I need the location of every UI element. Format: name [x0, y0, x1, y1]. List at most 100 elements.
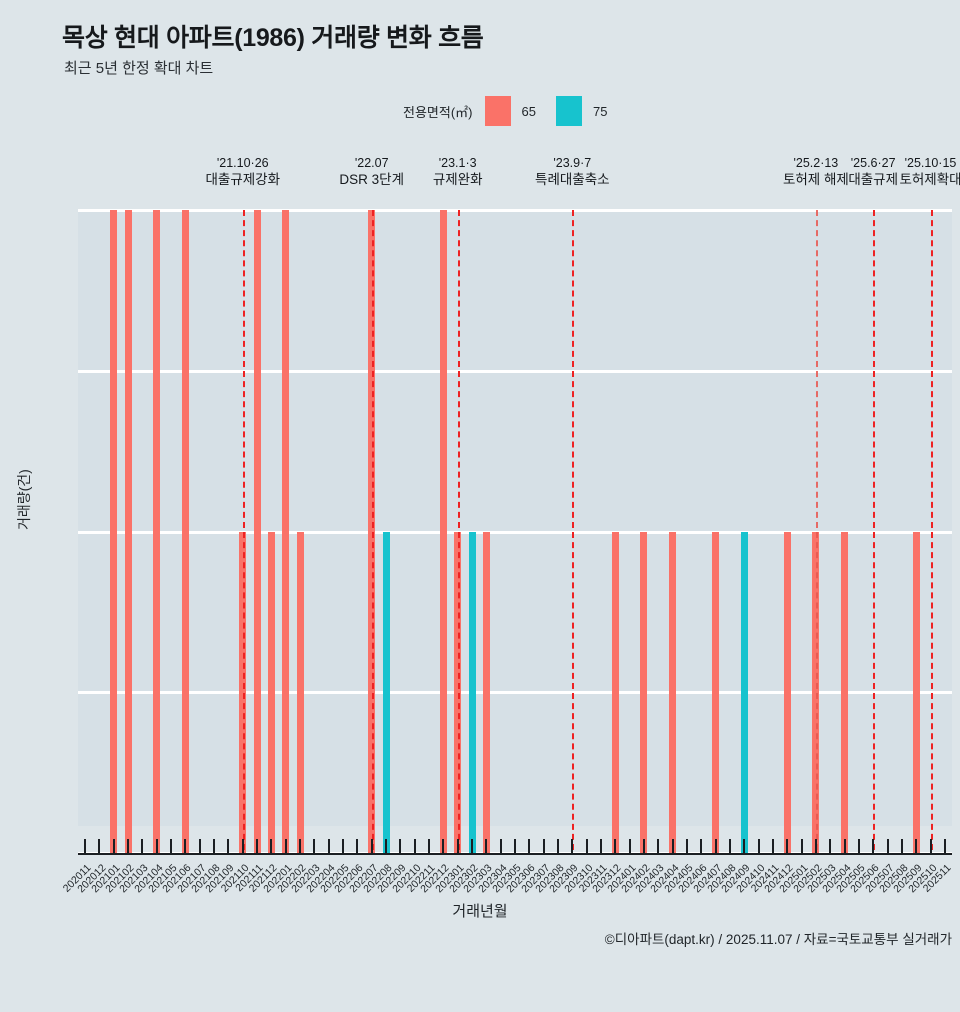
- annotation-label: '22.07 DSR 3단계: [339, 156, 404, 189]
- legend-swatch-65: [484, 96, 511, 126]
- gridline: [78, 530, 952, 534]
- bar: [382, 531, 390, 853]
- annotation-label: '25.2·13 토허제 해제: [783, 156, 849, 189]
- annotation-line: [242, 210, 245, 850]
- legend-label-65: 65: [521, 103, 536, 119]
- x-tick: [127, 839, 130, 853]
- x-tick: [857, 839, 860, 853]
- x-tick: [714, 839, 717, 853]
- bar: [282, 210, 290, 853]
- x-tick: [442, 839, 445, 853]
- annotation-line: [371, 210, 374, 850]
- x-tick: [900, 839, 903, 853]
- x-tick: [642, 839, 645, 853]
- x-tick: [155, 839, 158, 853]
- x-tick: [213, 839, 216, 853]
- x-tick: [556, 839, 559, 853]
- annotation-text: DSR 3단계: [339, 172, 405, 187]
- annotation-text: 규제완화: [432, 172, 483, 187]
- x-tick: [499, 839, 502, 853]
- x-tick: [843, 839, 846, 853]
- x-tick: [542, 839, 545, 853]
- x-tick: [456, 839, 459, 853]
- annotation-line: [815, 210, 818, 850]
- bar: [482, 531, 490, 853]
- x-tick: [728, 839, 731, 853]
- x-tick: [771, 839, 774, 853]
- x-tick: [614, 839, 617, 853]
- x-tick: [428, 839, 431, 853]
- x-tick: [399, 839, 402, 853]
- bar: [740, 531, 748, 853]
- plot-background: [78, 210, 952, 826]
- gridline: [78, 691, 952, 695]
- bar: [669, 531, 677, 853]
- bar: [783, 531, 791, 853]
- footer-credit: ©디아파트(dapt.kr) / 2025.11.07 / 자료=국토교통부 실…: [604, 932, 952, 947]
- x-tick: [599, 839, 602, 853]
- annotation-label: '23.1·3 규제완화: [433, 156, 483, 189]
- x-tick: [170, 839, 173, 853]
- annotation-date: '21.10·26: [216, 156, 269, 170]
- y-axis-title: 거래량(건): [16, 469, 32, 530]
- bar: [611, 531, 619, 853]
- annotation-label: '21.10·26 대출규제강화: [206, 156, 281, 189]
- x-tick: [284, 839, 287, 853]
- x-axis-title: 거래년월: [452, 903, 508, 920]
- annotation-line: [572, 210, 575, 850]
- x-tick: [313, 839, 316, 853]
- x-tick: [141, 839, 144, 853]
- x-tick: [943, 839, 946, 853]
- x-tick: [700, 839, 703, 853]
- x-tick: [514, 839, 516, 853]
- x-tick: [413, 839, 416, 853]
- page-title: 목상 현대 아파트(1986) 거래량 변화 흐름: [62, 24, 484, 52]
- x-tick: [299, 839, 302, 853]
- bar: [640, 531, 648, 853]
- x-tick: [628, 839, 631, 853]
- bar: [110, 210, 118, 853]
- annotation-date: '23.1·3: [438, 156, 477, 170]
- annotation-label: '25.6·27 대출규제: [848, 156, 898, 189]
- bar: [253, 210, 261, 853]
- annotation-date: '25.6·27: [850, 156, 896, 170]
- bar: [267, 531, 275, 853]
- x-tick: [814, 839, 817, 853]
- legend-swatch-75: [555, 96, 582, 126]
- x-tick: [256, 839, 259, 853]
- bar: [296, 531, 304, 853]
- x-tick: [184, 839, 187, 853]
- x-tick: [786, 839, 789, 853]
- bar: [439, 210, 447, 853]
- x-tick: [528, 839, 531, 853]
- bar: [841, 531, 849, 853]
- legend-title: 전용면적(㎡): [403, 104, 473, 120]
- x-tick: [757, 839, 760, 853]
- chart-container: 목상 현대 아파트(1986) 거래량 변화 흐름 최근 5년 한정 확대 차트…: [16, 24, 960, 947]
- annotation-date: '25.10·15: [904, 156, 957, 170]
- bar: [124, 210, 132, 853]
- annotation-line: [873, 210, 876, 850]
- x-tick: [112, 839, 115, 853]
- annotation-date: '25.2·13: [793, 156, 839, 170]
- annotation-text: 토허제확대: [899, 172, 960, 187]
- x-tick: [671, 839, 674, 853]
- annotation-text: 대출규제: [848, 172, 899, 187]
- x-tick: [685, 839, 688, 853]
- annotation-date: '22.07: [354, 156, 389, 170]
- x-axis-line: [78, 853, 952, 855]
- x-tick: [84, 839, 87, 853]
- annotation-line: [930, 210, 933, 850]
- annotation-label: '23.9·7 특례대출축소: [535, 156, 610, 189]
- x-tick: [743, 839, 746, 853]
- x-tick: [227, 839, 230, 853]
- x-tick: [327, 839, 330, 853]
- x-tick: [800, 839, 803, 853]
- x-tick: [270, 839, 273, 853]
- bar: [181, 210, 189, 853]
- plot-area: [78, 136, 952, 855]
- x-tick: [886, 839, 889, 853]
- x-tick: [370, 839, 373, 853]
- x-tick: [657, 839, 660, 853]
- annotation-text: 대출규제강화: [205, 172, 281, 187]
